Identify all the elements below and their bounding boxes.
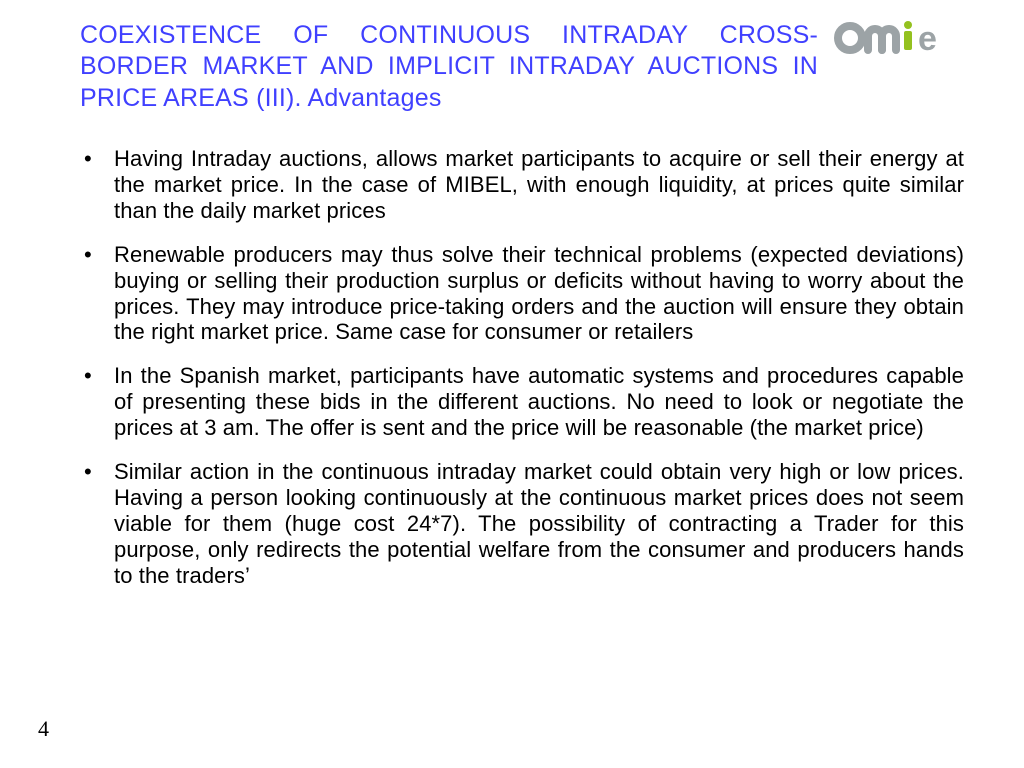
slide-title: COEXISTENCE OF CONTINUOUS INTRADAY CROSS… xyxy=(80,20,818,114)
bullet-list: Having Intraday auctions, allows market … xyxy=(80,146,964,589)
svg-text:e: e xyxy=(918,20,937,58)
page-number: 4 xyxy=(38,716,49,742)
bullet-item: Similar action in the continuous intrada… xyxy=(114,459,964,589)
omie-logo: e xyxy=(834,18,964,58)
bullet-item: Renewable producers may thus solve their… xyxy=(114,242,964,346)
slide: COEXISTENCE OF CONTINUOUS INTRADAY CROSS… xyxy=(0,0,1024,768)
bullet-item: In the Spanish market, participants have… xyxy=(114,363,964,441)
header: COEXISTENCE OF CONTINUOUS INTRADAY CROSS… xyxy=(80,20,964,114)
bullet-item: Having Intraday auctions, allows market … xyxy=(114,146,964,224)
